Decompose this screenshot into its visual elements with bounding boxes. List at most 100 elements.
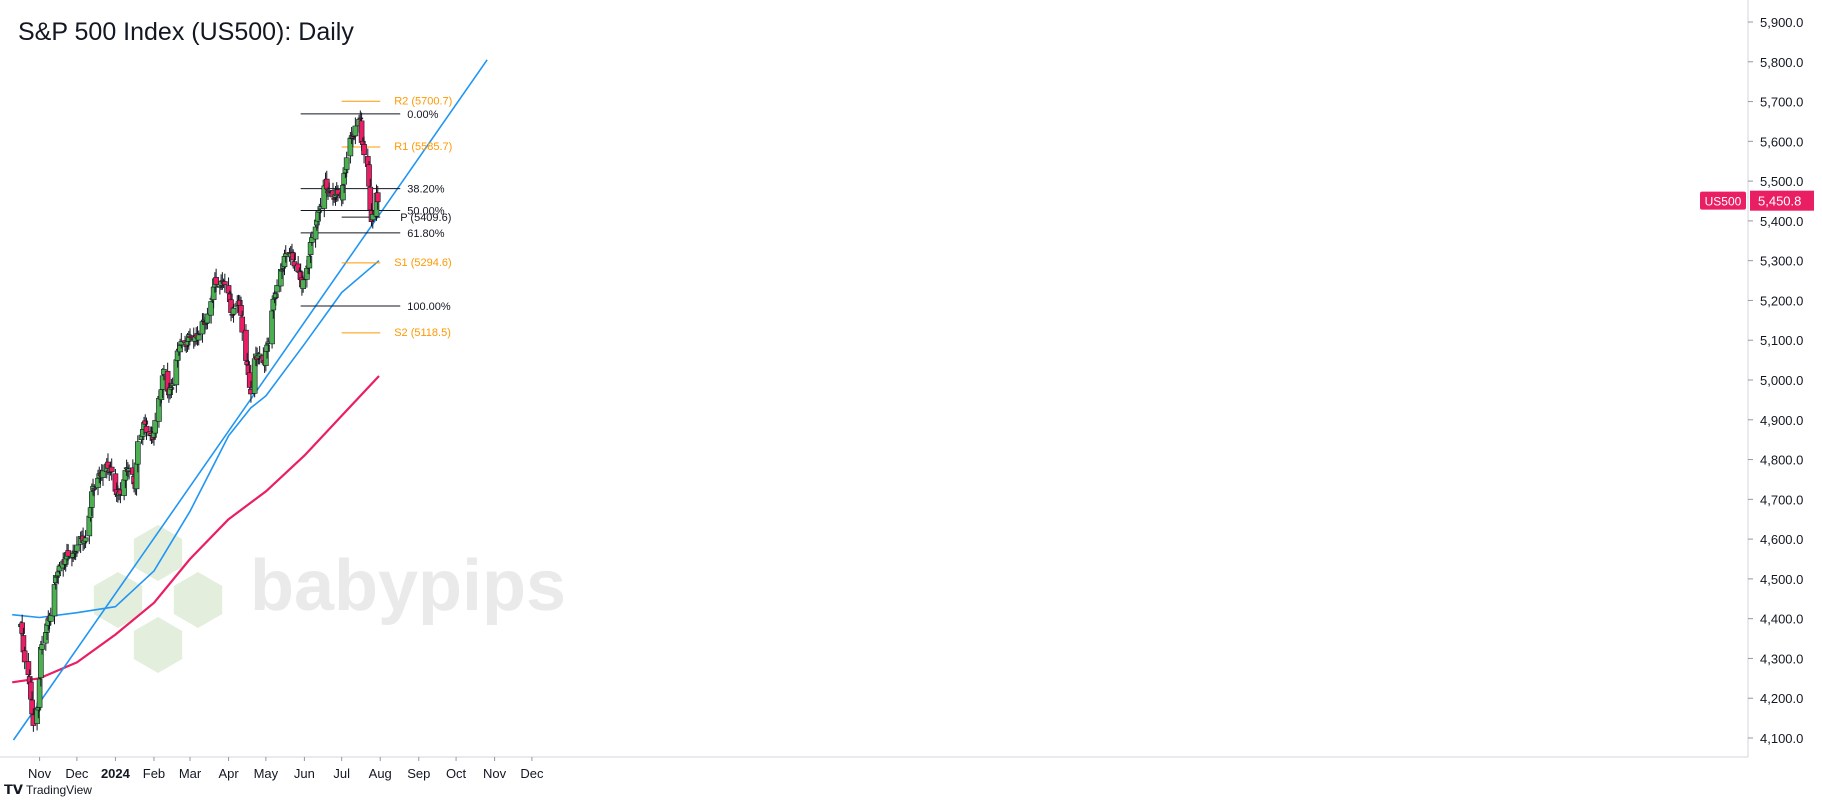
y-tick-label-8: 4,900.0 (1760, 413, 1803, 428)
candle-body-180 (331, 198, 338, 200)
candle-body-32 (72, 551, 79, 554)
candle-body-30 (70, 553, 76, 558)
candle-body-147 (273, 293, 279, 298)
y-tick-label-12: 5,300.0 (1760, 254, 1803, 269)
watermark-text: babypips (250, 546, 566, 626)
y-tick-label-17: 5,800.0 (1760, 55, 1803, 70)
x-tick-label-4: Mar (179, 766, 202, 781)
candle-body-176 (323, 178, 330, 190)
candle-body-186 (341, 173, 347, 185)
candle-body-9 (34, 708, 40, 724)
candle-body-129 (243, 329, 249, 361)
y-tick-label-9: 5,000.0 (1760, 373, 1803, 388)
ma-slow-line (12, 375, 380, 684)
y-tick-label-11: 5,200.0 (1760, 293, 1803, 308)
candle-body-109 (208, 301, 214, 316)
x-tick-label-2: 2024 (101, 766, 131, 781)
candle-body-138 (256, 353, 263, 357)
candle-body-43 (91, 487, 98, 490)
y-tick-label-10: 5,100.0 (1760, 333, 1803, 348)
y-tick-label-2: 4,300.0 (1760, 651, 1803, 666)
candle-body-97 (185, 334, 192, 342)
candle-body-4 (25, 661, 32, 676)
candle-body-114 (217, 286, 223, 288)
candle-body-10 (35, 707, 42, 711)
pivot-label-4: S2 (5118.5) (394, 327, 451, 339)
candle-body-150 (279, 269, 285, 272)
candle-body-145 (270, 298, 277, 311)
candle-body-185 (340, 184, 346, 201)
candle-body-159 (295, 263, 301, 273)
candle-body-22 (55, 571, 62, 577)
candle-body-164 (304, 268, 310, 280)
candle-body-108 (204, 313, 211, 324)
candle-body-21 (54, 576, 60, 578)
fib-level-label-2: 50.00% (407, 206, 445, 218)
candle-body-68 (135, 441, 141, 465)
candle-body-196 (358, 120, 365, 143)
candle-body-53 (108, 466, 115, 473)
candle-body-167 (307, 242, 314, 255)
watermark-hex-3 (133, 617, 183, 673)
candle-body-40 (87, 507, 94, 518)
candle-body-78 (152, 420, 159, 434)
candle-body-103 (195, 334, 202, 341)
candle-body-39 (86, 515, 93, 537)
tradingview-brand[interactable]: 𝗧𝗩 TradingView (4, 782, 92, 798)
candle-body-127 (238, 305, 244, 316)
symbol-tag-label: US500 (1705, 195, 1742, 209)
candle-body-142 (264, 344, 270, 352)
candle-body-200 (366, 164, 372, 187)
pivot-label-0: R2 (5700.7) (394, 95, 452, 107)
candle-body-118 (222, 281, 228, 286)
candle-body-111 (210, 286, 217, 301)
candle-body-11 (36, 678, 43, 708)
x-tick-label-11: Oct (446, 766, 467, 781)
candle-body-41 (89, 491, 95, 508)
watermark-hex-2 (173, 572, 223, 628)
candle-body-28 (65, 550, 71, 557)
candle-body-134 (251, 358, 258, 394)
symbol-tag-bg (1700, 191, 1746, 210)
candle-body-48 (100, 470, 106, 479)
fib-level-label-3: 61.80% (407, 228, 445, 240)
candle-body-130 (244, 361, 251, 365)
x-tick-label-9: Aug (369, 766, 392, 781)
candle-body-18 (47, 615, 54, 622)
candle-body-79 (156, 398, 162, 422)
y-tick-label-18: 5,900.0 (1760, 15, 1803, 30)
candle-body-96 (184, 341, 191, 346)
y-tick-label-3: 4,400.0 (1760, 612, 1803, 627)
candle-body-128 (239, 316, 246, 333)
candle-body-82 (159, 375, 166, 390)
candle-body-23 (56, 565, 63, 572)
candle-body-172 (316, 210, 323, 213)
y-tick-label-0: 4,100.0 (1760, 731, 1803, 746)
candle-body-38 (82, 537, 89, 542)
candle-body-92 (177, 345, 183, 353)
candle-body-7 (29, 699, 35, 715)
candle-body-152 (281, 256, 288, 267)
y-tick-label-14: 5,500.0 (1760, 174, 1803, 189)
x-tick-label-3: Feb (143, 766, 165, 781)
pivot-label-3: S1 (5294.6) (394, 257, 451, 269)
candle-body-113 (213, 277, 219, 285)
candle-body-144 (269, 310, 275, 345)
candle-body-93 (178, 341, 185, 346)
candle-body-119 (225, 285, 232, 294)
candle-body-188 (343, 157, 350, 170)
candle-body-148 (274, 285, 280, 293)
candle-body-54 (112, 473, 119, 492)
candle-body-166 (306, 255, 313, 269)
candle-body-33 (74, 544, 80, 552)
last-price-bg (1750, 190, 1814, 211)
y-tick-label-1: 4,200.0 (1760, 691, 1803, 706)
candle-body-3 (21, 650, 28, 663)
candle-body-169 (312, 226, 319, 240)
y-tick-label-13: 5,400.0 (1760, 214, 1803, 229)
candle-body-203 (369, 214, 376, 221)
fib-level-label-0: 0.00% (407, 109, 438, 121)
candle-body-149 (277, 268, 284, 287)
candle-body-12 (38, 647, 44, 679)
